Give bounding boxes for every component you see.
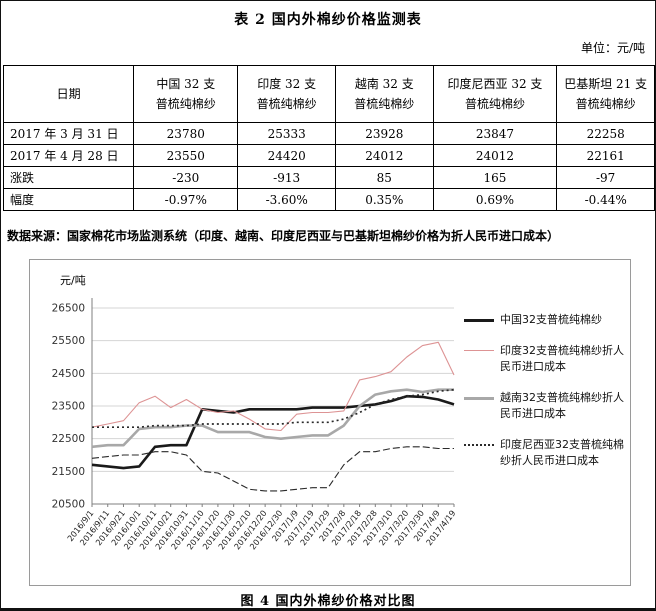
legend-item: 印度32支普梳纯棉纱折人民币进口成本 (464, 343, 628, 375)
price-cell: -230 (133, 166, 239, 189)
legend-line-sample (464, 443, 494, 446)
legend-item: 印度尼西亚32支普梳纯棉纱折人民币进口成本 (464, 437, 628, 469)
table-row: 2017 年 3 月 31 日 23780 25333 23928 23847 22258 (2, 122, 655, 145)
column-header: 印度尼西亚 32 支普梳纯棉纱 (432, 65, 558, 123)
unit-label: 单位：元/吨 (580, 41, 645, 55)
row-label: 涨跌 (2, 166, 135, 189)
price-cell: -913 (237, 166, 336, 189)
price-cell: 22161 (556, 144, 655, 167)
price-chart: 20500 21500 22500 23500 24500 25500 26500 2016/… (29, 259, 631, 586)
price-table-body: 2017 年 3 月 31 日 23780 25333 23928 23847 22258… (2, 122, 655, 211)
svg-text:25500: 25500 (52, 335, 85, 347)
price-cell: 24420 (237, 144, 336, 167)
legend-label: 印度尼西亚32支普梳纯棉纱折人民币进口成本 (500, 437, 624, 467)
svg-text:21500: 21500 (52, 466, 85, 478)
figure-caption: 图 4 国内外棉纱价格对比图 (240, 594, 416, 609)
svg-text:24500: 24500 (52, 368, 85, 380)
price-cell: 165 (432, 166, 558, 189)
legend-label: 中国32支普梳纯棉纱 (500, 313, 602, 326)
table-row: 涨跌 -230 -913 85 165 -97 (2, 166, 655, 189)
chart-legend: 中国32支普梳纯棉纱印度32支普梳纯棉纱折人民币进口成本 越南32支普梳纯棉纱折人… (464, 312, 628, 484)
chart-svg: 205002150022500235002450025500265002016/… (52, 298, 458, 551)
row-label: 幅度 (2, 188, 135, 211)
price-cell: 23847 (432, 122, 558, 145)
svg-text:26500: 26500 (52, 303, 85, 315)
price-table-header-row: 日期 中国 32 支普梳纯棉纱 印度 32 支普梳纯棉纱 越南 32 支普梳纯棉纱 印度… (2, 65, 655, 123)
series-line-pakistan-21s (91, 446, 454, 492)
price-cell: 24012 (432, 144, 558, 167)
legend-item: 中国32支普梳纯棉纱 (464, 312, 628, 328)
series-line-china-32s (91, 394, 455, 470)
y-axis-unit-label: 元/吨 (60, 274, 86, 287)
legend-label: 印度32支普梳纯棉纱折人民币进口成本 (500, 343, 624, 373)
row-label: 2017 年 3 月 31 日 (2, 122, 135, 145)
price-cell: 23550 (133, 144, 239, 167)
table-row: 幅度 -0.97% -3.60% 0.35% 0.69% -0.44% (2, 188, 655, 211)
price-cell: 23780 (133, 122, 239, 145)
legend-item: 越南32支普梳纯棉纱折人民币进口成本 (464, 390, 628, 422)
legend-line-sample (464, 349, 494, 351)
price-cell: 22258 (556, 122, 655, 145)
price-cell: 24012 (334, 144, 434, 167)
column-header: 印度 32 支普梳纯棉纱 (237, 65, 336, 123)
row-label: 2017 年 4 月 28 日 (2, 144, 135, 167)
svg-text:22500: 22500 (52, 433, 85, 445)
price-cell: 23928 (334, 122, 434, 145)
legend-line-sample (464, 396, 494, 400)
legend-label: 越南32支普梳纯棉纱折人民币进口成本 (500, 390, 624, 420)
price-cell: -0.97% (133, 188, 239, 211)
price-cell: 0.35% (334, 188, 434, 211)
series-line-indonesia-32s (92, 388, 455, 429)
table-title: 表 2 国内外棉纱价格监测表 (234, 12, 422, 28)
price-cell: -3.60% (237, 188, 336, 211)
column-header: 越南 32 支普梳纯棉纱 (334, 65, 434, 123)
price-table: 日期 中国 32 支普梳纯棉纱 印度 32 支普梳纯棉纱 越南 32 支普梳纯棉纱 印度… (2, 65, 655, 211)
table-row: 2017 年 4 月 28 日 23550 24420 24012 24012 22161 (2, 144, 655, 167)
column-header: 巴基斯坦 21 支普梳纯棉纱 (556, 65, 655, 123)
price-cell: 25333 (237, 122, 336, 145)
legend-line-sample (464, 319, 494, 322)
svg-text:20500: 20500 (52, 499, 85, 511)
price-cell: -0.44% (556, 188, 655, 211)
series-line-vietnam-32s (91, 388, 454, 449)
column-header: 日期 (2, 65, 135, 123)
data-source-note: 数据来源：国家棉花市场监测系统（印度、越南、印度尼西亚与巴基斯坦棉纱价格为折人民… (7, 229, 560, 243)
price-cell: -97 (556, 166, 655, 189)
price-cell: 85 (334, 166, 434, 189)
series-line-india-32s (91, 341, 455, 432)
price-cell: 0.69% (432, 188, 558, 211)
svg-text:23500: 23500 (52, 401, 85, 413)
column-header: 中国 32 支普梳纯棉纱 (133, 65, 239, 123)
